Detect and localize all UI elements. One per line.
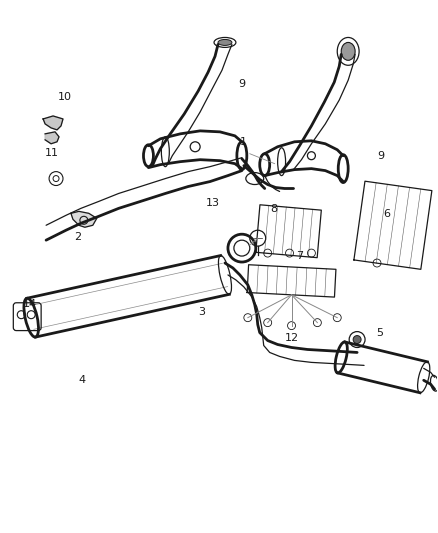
Text: 9: 9	[378, 151, 385, 161]
Text: 14: 14	[23, 298, 37, 309]
Text: 4: 4	[78, 375, 85, 385]
Text: 2: 2	[74, 232, 81, 243]
Text: 6: 6	[383, 208, 390, 219]
Ellipse shape	[218, 39, 232, 45]
Text: 1: 1	[240, 137, 247, 147]
Text: 13: 13	[205, 198, 219, 208]
Text: 12: 12	[284, 333, 299, 343]
Polygon shape	[43, 116, 63, 130]
Text: 11: 11	[44, 148, 58, 158]
Text: 9: 9	[238, 79, 245, 89]
Polygon shape	[71, 212, 97, 227]
Text: 10: 10	[57, 92, 71, 102]
Text: 8: 8	[270, 204, 277, 214]
Polygon shape	[45, 132, 59, 144]
Text: 5: 5	[377, 328, 384, 338]
Ellipse shape	[341, 43, 355, 60]
Text: 3: 3	[198, 306, 205, 317]
Circle shape	[353, 336, 361, 343]
Text: 7: 7	[296, 251, 303, 261]
